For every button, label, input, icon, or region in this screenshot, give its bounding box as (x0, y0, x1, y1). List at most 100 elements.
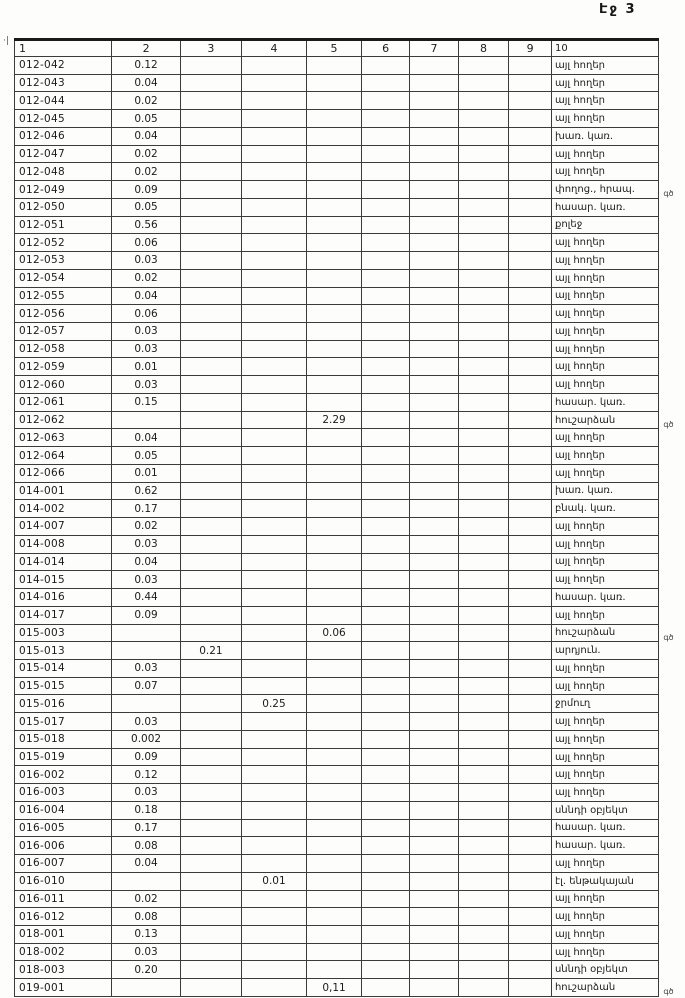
area-value-cell (361, 339, 411, 359)
area-value-cell: 0.02 (111, 268, 181, 288)
table-row: 014-014 0.04 այլ հողեր (13, 552, 685, 572)
area-value-cell (508, 978, 552, 997)
table-row: 012-063 0.04 այլ հողեր (13, 428, 685, 448)
area-value-cell (409, 854, 459, 873)
margin-note (659, 323, 685, 341)
area-value-cell: 0.02 (111, 91, 181, 111)
margin-note (659, 74, 685, 92)
parcel-code-cell: 012-063 (13, 428, 113, 448)
margin-note (659, 216, 685, 234)
area-value-cell (241, 836, 307, 856)
area-value-cell (305, 942, 363, 962)
table-row: 016-007 0.04 այլ հողեր (13, 854, 685, 873)
area-value-cell (508, 694, 552, 714)
area-value-cell (508, 481, 552, 501)
area-value-cell (305, 517, 363, 536)
area-value-cell (508, 854, 552, 873)
area-value-cell (361, 251, 411, 270)
table-row: 012-054 0.02 այլ հողեր (13, 268, 685, 288)
area-value-cell (241, 570, 307, 590)
margin-note (659, 925, 685, 943)
parcel-code-cell: 012-046 (13, 126, 113, 146)
area-value-cell (305, 73, 363, 93)
margin-note (659, 553, 685, 571)
area-value-cell: 0.09 (111, 605, 181, 625)
parcel-code-cell: 016-007 (13, 854, 113, 873)
column-header: 2 (111, 38, 181, 57)
area-value-cell (241, 109, 307, 128)
area-value-cell (241, 251, 307, 270)
column-header: 6 (361, 38, 411, 57)
area-value-cell (508, 871, 552, 891)
area-value-cell (241, 268, 307, 288)
area-value-cell (508, 942, 552, 962)
area-value-cell (305, 126, 363, 146)
area-value-cell (179, 729, 243, 749)
area-value-cell (241, 534, 307, 554)
area-value-cell (409, 871, 459, 891)
area-value-cell (409, 463, 459, 483)
area-value-cell (457, 924, 510, 944)
area-value-cell (179, 499, 243, 519)
area-value-cell (241, 818, 307, 838)
area-value-cell (361, 605, 411, 625)
table-row: 014-015 0.03 այլ հողեր (13, 570, 685, 590)
area-value-cell (241, 641, 307, 660)
area-value-cell (241, 854, 307, 873)
area-value-cell (457, 126, 510, 146)
land-use-cell: այլ հողեր (550, 162, 660, 182)
margin-note (659, 695, 685, 713)
table-row: 015-015 0.07 այլ հողեր (13, 676, 685, 696)
area-value-cell (305, 889, 363, 909)
column-header: 5 (305, 38, 363, 57)
area-value-cell: 0.07 (111, 676, 181, 696)
area-value-cell (305, 56, 363, 75)
area-value-cell (361, 924, 411, 944)
area-value-cell: 0.03 (111, 375, 181, 394)
area-value-cell (457, 800, 510, 820)
area-value-cell (179, 126, 243, 146)
area-value-cell (508, 339, 552, 359)
land-use-cell: այլ հողեր (550, 747, 660, 767)
area-value-cell (179, 783, 243, 802)
land-use-cell: այլ հողեր (550, 854, 660, 873)
area-value-cell (241, 605, 307, 625)
area-value-cell (508, 552, 552, 572)
area-value-cell (241, 517, 307, 536)
area-value-cell (361, 942, 411, 962)
margin-note (659, 429, 685, 447)
margin-note (659, 518, 685, 536)
area-value-cell (508, 109, 552, 128)
margin-note (659, 287, 685, 305)
area-value-cell (457, 747, 510, 767)
land-use-cell: այլ հողեր (550, 268, 660, 288)
parcel-code-cell: 015-016 (13, 694, 113, 714)
area-value-cell (457, 623, 510, 643)
area-value-cell (457, 180, 510, 199)
parcel-code-cell: 016-010 (13, 871, 113, 891)
land-use-cell: այլ հողեր (550, 570, 660, 590)
area-value-cell (305, 747, 363, 767)
parcel-code-cell: 012-050 (13, 197, 113, 217)
land-use-cell: հասար. կառ. (550, 588, 660, 607)
area-value-cell (457, 658, 510, 678)
column-header: 4 (241, 38, 307, 57)
area-value-cell (508, 747, 552, 767)
margin-note: գծ (663, 987, 674, 997)
area-value-cell (508, 215, 552, 235)
area-value-cell: 0.25 (241, 694, 307, 714)
area-value-cell (508, 126, 552, 146)
area-value-cell (179, 233, 243, 253)
area-value-cell (457, 534, 510, 554)
margin-note (659, 376, 685, 394)
area-value-cell (457, 481, 510, 501)
area-value-cell (409, 889, 459, 909)
parcel-code-cell: 015-003 (13, 623, 113, 643)
area-value-cell (508, 162, 552, 182)
table-row: 012-049 0.09 փողոց., հրապ. գծ (13, 180, 685, 199)
land-use-cell: այլ հողեր (550, 375, 660, 394)
area-value-cell (305, 286, 363, 306)
land-use-cell: այլ հողեր (550, 446, 660, 465)
area-value-cell (508, 375, 552, 394)
area-value-cell (179, 197, 243, 217)
